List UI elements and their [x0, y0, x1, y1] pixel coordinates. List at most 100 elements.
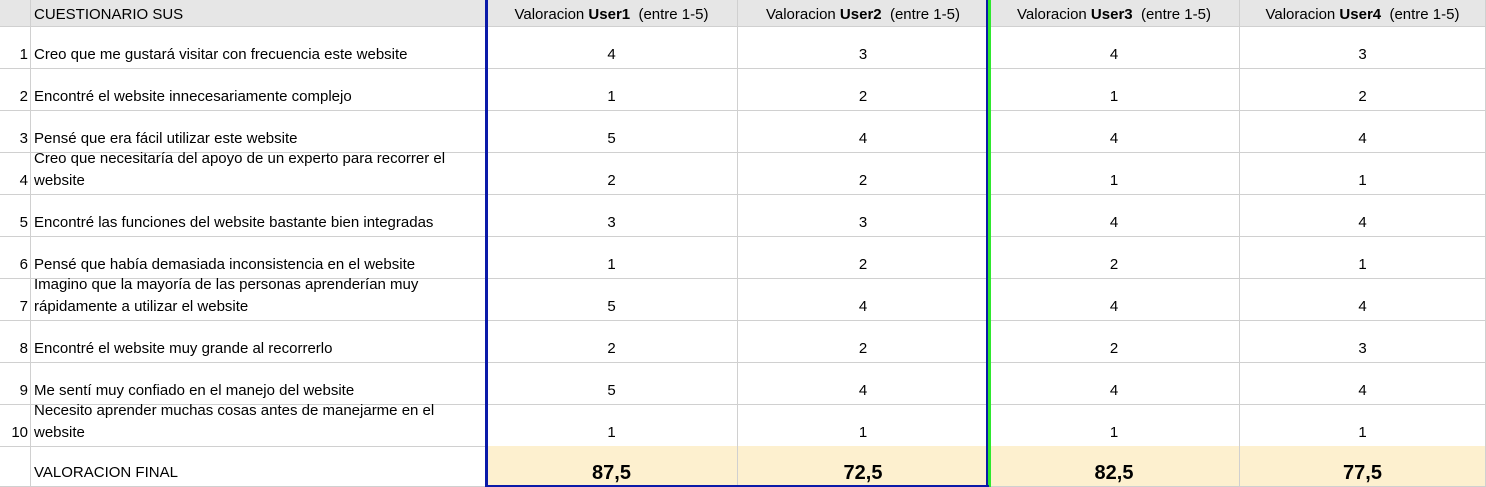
rating-cell-user3[interactable]: 1	[989, 405, 1240, 447]
rating-cell-user4[interactable]: 3	[1240, 27, 1486, 69]
final-user3-cell[interactable]: 82,5	[989, 446, 1240, 487]
header-user2-cell[interactable]: Valoracion User2 (entre 1-5)	[738, 0, 989, 27]
rating-value: 1	[858, 424, 868, 441]
row-number-cell[interactable]: 6	[0, 237, 31, 279]
table-row: 5 Encontré las funciones del website bast…	[0, 195, 1486, 237]
row-number: 5	[19, 214, 28, 231]
row-number-cell[interactable]: 1	[0, 27, 31, 69]
rating-cell-user4[interactable]: 4	[1240, 279, 1486, 321]
rating-cell-user2[interactable]: 2	[738, 153, 989, 195]
header-num-cell[interactable]	[0, 0, 31, 27]
rating-cell-user2[interactable]: 4	[738, 279, 989, 321]
rating-cell-user1[interactable]: 4	[486, 27, 738, 69]
rating-cell-user2[interactable]: 1	[738, 405, 989, 447]
header-user1-cell[interactable]: Valoracion User1 (entre 1-5)	[486, 0, 738, 27]
row-number-cell[interactable]: 9	[0, 363, 31, 405]
rating-value: 1	[1358, 256, 1367, 273]
rating-cell-user3[interactable]: 1	[989, 153, 1240, 195]
rating-value: 2	[607, 340, 616, 357]
rating-value: 3	[858, 214, 868, 231]
question-cell[interactable]: Imagino que la mayoría de las personas a…	[31, 276, 486, 321]
row-number: 9	[19, 382, 28, 399]
row-number: 8	[19, 340, 28, 357]
rating-cell-user3[interactable]: 1	[989, 69, 1240, 111]
question-text: Me sentí muy confiado en el manejo del w…	[34, 382, 355, 399]
rating-value: 1	[607, 424, 616, 441]
rating-cell-user2[interactable]: 3	[738, 27, 989, 69]
rating-cell-user3[interactable]: 4	[989, 279, 1240, 321]
final-label-cell[interactable]: VALORACION FINAL	[31, 446, 486, 487]
rating-cell-user1[interactable]: 5	[486, 363, 738, 405]
rating-cell-user3[interactable]: 2	[989, 237, 1240, 279]
rating-cell-user4[interactable]: 1	[1240, 153, 1486, 195]
rating-cell-user4[interactable]: 4	[1240, 195, 1486, 237]
question-cell[interactable]: Creo que necesitaría del apoyo de un exp…	[31, 150, 486, 195]
rating-cell-user1[interactable]: 3	[486, 195, 738, 237]
row-number-cell[interactable]: 8	[0, 321, 31, 363]
row-number-cell[interactable]: 4	[0, 153, 31, 195]
question-cell[interactable]: Necesito aprender muchas cosas antes de …	[31, 402, 486, 447]
question-cell[interactable]: Encontré el website innecesariamente com…	[31, 69, 486, 111]
question-cell[interactable]: Encontré el website muy grande al recorr…	[31, 321, 486, 363]
rating-cell-user3[interactable]: 4	[989, 111, 1240, 153]
row-number-cell[interactable]: 7	[0, 279, 31, 321]
rating-cell-user1[interactable]: 1	[486, 69, 738, 111]
row-number-cell[interactable]: 5	[0, 195, 31, 237]
rating-value: 2	[858, 172, 868, 189]
rating-cell-user4[interactable]: 1	[1240, 405, 1486, 447]
rating-cell-user2[interactable]: 2	[738, 237, 989, 279]
question-cell[interactable]: Pensé que era fácil utilizar este websit…	[31, 111, 486, 153]
question-cell[interactable]: Encontré las funciones del website basta…	[31, 195, 486, 237]
row-number-cell[interactable]: 2	[0, 69, 31, 111]
rating-cell-user4[interactable]: 2	[1240, 69, 1486, 111]
header-title-cell[interactable]: CUESTIONARIO SUS	[31, 0, 486, 27]
rating-cell-user2[interactable]: 2	[738, 69, 989, 111]
rating-value: 4	[607, 46, 616, 63]
rating-cell-user3[interactable]: 4	[989, 363, 1240, 405]
user1-2-bottom-border	[485, 485, 989, 487]
rating-cell-user1[interactable]: 2	[486, 153, 738, 195]
header-user3-cell[interactable]: Valoracion User3 (entre 1-5)	[989, 0, 1240, 27]
rating-cell-user4[interactable]: 4	[1240, 363, 1486, 405]
question-text: Pensé que había demasiada inconsistencia…	[34, 256, 416, 273]
final-num-cell[interactable]	[0, 446, 31, 487]
rating-cell-user4[interactable]: 4	[1240, 111, 1486, 153]
rating-cell-user3[interactable]: 2	[989, 321, 1240, 363]
rating-value: 1	[1109, 88, 1119, 105]
rating-cell-user3[interactable]: 4	[989, 27, 1240, 69]
rating-cell-user3[interactable]: 4	[989, 195, 1240, 237]
rating-cell-user2[interactable]: 2	[738, 321, 989, 363]
rating-cell-user2[interactable]: 3	[738, 195, 989, 237]
rating-cell-user2[interactable]: 4	[738, 111, 989, 153]
rating-value: 3	[1358, 340, 1367, 357]
row-number: 1	[19, 46, 28, 63]
final-user2-cell[interactable]: 72,5	[738, 446, 989, 487]
rating-value: 5	[607, 130, 616, 147]
rating-cell-user1[interactable]: 1	[486, 405, 738, 447]
rating-cell-user1[interactable]: 5	[486, 279, 738, 321]
header-user4-cell[interactable]: Valoracion User4 (entre 1-5)	[1240, 0, 1486, 27]
rating-cell-user4[interactable]: 1	[1240, 237, 1486, 279]
table-row: 3 Pensé que era fácil utilizar este websi…	[0, 111, 1486, 153]
question-cell[interactable]: Me sentí muy confiado en el manejo del w…	[31, 363, 486, 405]
rating-value: 4	[858, 382, 868, 399]
final-user4-cell[interactable]: 77,5	[1240, 446, 1486, 487]
rating-value: 4	[1109, 382, 1119, 399]
rating-cell-user4[interactable]: 3	[1240, 321, 1486, 363]
row-number-cell[interactable]: 10	[0, 405, 31, 447]
rating-value: 1	[1109, 172, 1119, 189]
question-cell[interactable]: Pensé que había demasiada inconsistencia…	[31, 237, 486, 279]
rating-cell-user2[interactable]: 4	[738, 363, 989, 405]
rating-cell-user1[interactable]: 5	[486, 111, 738, 153]
final-user1-cell[interactable]: 87,5	[486, 446, 738, 487]
user4-header: Valoracion User4 (entre 1-5)	[1265, 6, 1460, 23]
rating-cell-user1[interactable]: 1	[486, 237, 738, 279]
rating-value: 4	[858, 298, 868, 315]
question-cell[interactable]: Creo que me gustará visitar con frecuenc…	[31, 27, 486, 69]
row-number-cell[interactable]: 3	[0, 111, 31, 153]
rating-cell-user1[interactable]: 2	[486, 321, 738, 363]
final-score-user1: 87,5	[592, 462, 631, 484]
row-number: 4	[19, 172, 28, 189]
table-row: 4 Creo que necesitaría del apoyo de un ex…	[0, 150, 1486, 195]
